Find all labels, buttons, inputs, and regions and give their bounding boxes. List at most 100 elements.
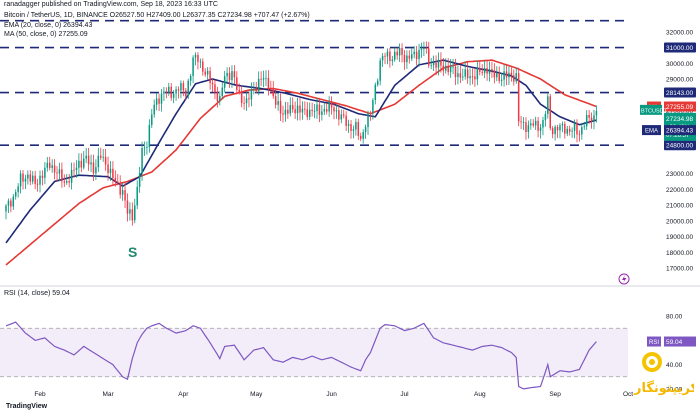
candle-body (70, 169, 73, 183)
candle-body (411, 54, 413, 59)
x-tick-label: Jul (400, 391, 409, 398)
candle-body (391, 59, 394, 61)
candle-body (571, 130, 573, 132)
ema-name-tag (642, 125, 661, 136)
rsi-tick-label: 20.00 (666, 386, 683, 393)
candle-body (406, 55, 408, 63)
candle-body (177, 89, 180, 91)
candle-body (165, 91, 168, 93)
candle-body (566, 128, 569, 134)
ema-name-text: EMA (645, 129, 658, 135)
candlesticks (5, 41, 598, 226)
candle-body (345, 115, 347, 126)
y-tick-label: 27000.00 (666, 108, 693, 115)
candle-body (430, 64, 432, 66)
candle-body (100, 155, 102, 158)
watermark-logo: کریپتونگار (633, 352, 694, 396)
candle-body (46, 162, 49, 168)
candle-body (279, 101, 282, 114)
candle-body (168, 86, 170, 93)
candle-body (209, 70, 211, 83)
candle-body (500, 79, 503, 81)
candle-body (352, 129, 355, 131)
candle-body (216, 91, 219, 102)
candle-body (114, 177, 117, 182)
candle-body (379, 60, 381, 81)
candle-body (17, 186, 19, 193)
candle-body (496, 73, 498, 78)
candle-body (364, 127, 367, 133)
candle-body (330, 102, 333, 108)
candle-body (189, 75, 192, 81)
candle-body (415, 51, 418, 60)
candle-body (233, 71, 236, 78)
candle-body (481, 71, 483, 73)
author-line: ranadagger published on TradingView.com,… (4, 1, 218, 8)
x-tick-label: Apr (178, 391, 189, 398)
candle-body (163, 91, 165, 94)
candle-body (262, 78, 265, 80)
candle-body (381, 55, 384, 61)
ema20-line (5, 59, 597, 244)
candle-body (104, 156, 107, 165)
x-tick-label: May (250, 391, 263, 398)
candle-body (435, 62, 437, 68)
candle-body (219, 96, 221, 102)
candle-body (243, 102, 245, 104)
ma50-line (5, 59, 597, 266)
candle-body (513, 75, 515, 82)
candle-body (432, 62, 435, 65)
candle-body (505, 71, 508, 78)
candle-body (202, 61, 204, 72)
candle-body (590, 117, 593, 122)
candle-body (573, 123, 576, 131)
candle-body (260, 78, 262, 80)
candle-body (493, 70, 496, 78)
candle-body (257, 78, 260, 92)
rsi-value-tag (664, 336, 696, 347)
rsi-line (5, 321, 597, 390)
candle-body (138, 173, 141, 187)
rsi-legend: RSI (14, close) 59.04 (4, 290, 70, 297)
candle-body (393, 51, 396, 60)
candle-body (250, 89, 253, 100)
candle-body (428, 48, 430, 66)
symbol-text: BTCUSDT (641, 108, 668, 114)
candle-body (532, 123, 534, 126)
candle-body (238, 89, 241, 93)
candle-body (284, 109, 287, 115)
level-tag-label: 24800.00 (666, 143, 693, 150)
candle-body (342, 114, 345, 116)
candle-body (527, 125, 530, 133)
x-tick-label: Sep (549, 391, 561, 398)
candle-body (102, 156, 104, 158)
candle-body (294, 109, 296, 114)
y-tick-label: 32000.00 (666, 29, 693, 36)
candle-body (265, 77, 267, 79)
candle-body (82, 158, 85, 168)
candle-body (454, 66, 457, 78)
candle-body (282, 113, 284, 115)
candle-body (124, 190, 126, 201)
candle-body (80, 160, 83, 168)
price-axis: 17000.00 18000.00 19000.00 20000.00 21000.00… (666, 29, 693, 272)
candle-body (151, 114, 153, 125)
candle-body (126, 200, 129, 214)
countdown-text: 07:26:57 (666, 133, 690, 139)
candle-body (457, 73, 459, 78)
y-tick-label: 23000.00 (666, 171, 693, 178)
candle-body (367, 112, 369, 128)
candle-body (31, 175, 34, 182)
candle-body (131, 209, 134, 221)
candle-body (41, 175, 44, 178)
candle-body (447, 65, 449, 73)
candle-body (549, 96, 552, 129)
ma-legend: MA (50, close, 0) 27255.09 (4, 31, 88, 38)
candle-body (418, 50, 420, 60)
candle-body (585, 114, 588, 127)
candle-body (299, 105, 301, 113)
y-tick-label: 22000.00 (666, 187, 693, 194)
ema-value-tag (664, 125, 696, 136)
candle-body (544, 113, 547, 121)
candle-body (63, 181, 66, 183)
